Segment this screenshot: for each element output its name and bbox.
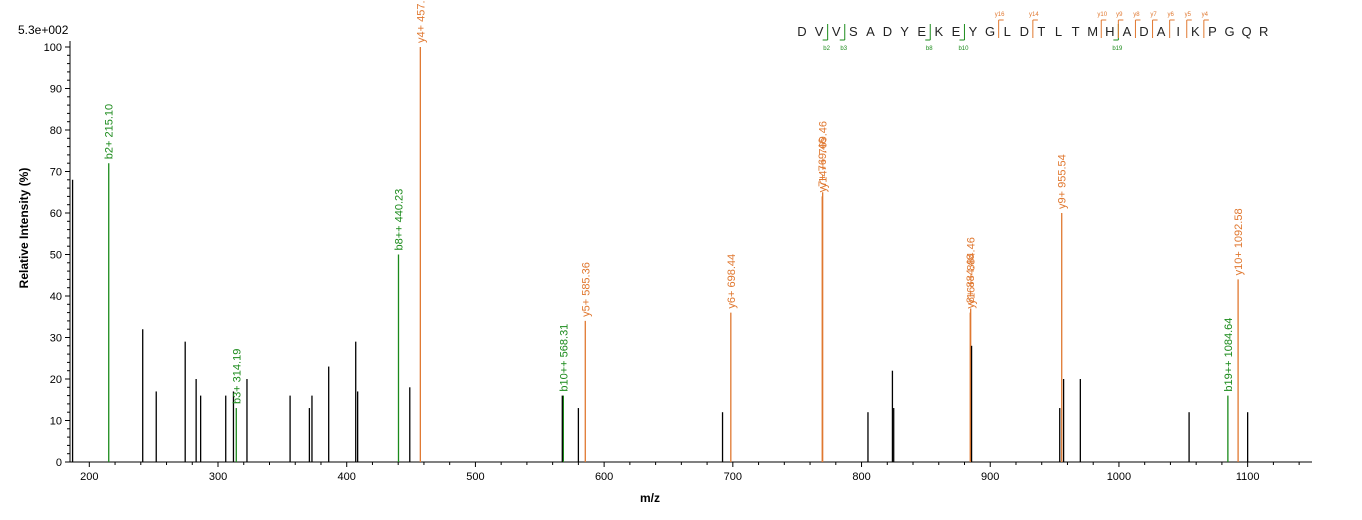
peak-label: y8+ 884.46 bbox=[965, 254, 977, 309]
x-tick-label: 800 bbox=[852, 471, 870, 483]
sequence-residue: I bbox=[1176, 24, 1180, 39]
x-axis-title: m/z bbox=[640, 491, 660, 505]
y-tick-label: 70 bbox=[50, 167, 62, 179]
sequence-residue: L bbox=[1004, 24, 1011, 39]
y-fragment-label: y5 bbox=[1185, 12, 1192, 18]
sequence-residue: S bbox=[849, 24, 858, 39]
peaks: b2+ 215.10 b3+ 314.19 b8++ 440.23 y4+ 457.2… bbox=[71, 0, 1249, 462]
sequence-residue: Y bbox=[900, 24, 909, 39]
x-tick-label: 500 bbox=[466, 471, 484, 483]
peak-label: y14++ 769.46 bbox=[818, 121, 830, 188]
sequence-residue: Y bbox=[969, 24, 978, 39]
sequence-residue: T bbox=[1037, 24, 1045, 39]
y-tick-label: 20 bbox=[50, 374, 62, 386]
peak-label: y7+ 769.46 bbox=[817, 138, 829, 193]
peak-label: b2+ 215.10 bbox=[104, 104, 116, 159]
sequence-residue: M bbox=[1087, 24, 1098, 39]
x-tick-label: 700 bbox=[724, 471, 742, 483]
sequence-residue: D bbox=[797, 24, 806, 39]
b-fragment-label: b2 bbox=[823, 46, 830, 52]
x-tick-label: 1000 bbox=[1107, 471, 1131, 483]
sequence-residue: H bbox=[1105, 24, 1114, 39]
x-tick-label: 1100 bbox=[1236, 471, 1260, 483]
peak-label: b8++ 440.23 bbox=[393, 189, 405, 251]
x-tick-label: 600 bbox=[595, 471, 613, 483]
x-tick-label: 400 bbox=[338, 471, 356, 483]
b-fragment-label: b3 bbox=[840, 46, 847, 52]
sequence-residue: D bbox=[1020, 24, 1029, 39]
sequence-residue: L bbox=[1055, 24, 1062, 39]
y-fragment-label: y8 bbox=[1133, 12, 1140, 18]
peak-label: y16++ 884.46 bbox=[966, 237, 978, 304]
x-tick-label: 300 bbox=[209, 471, 227, 483]
y-tick-label: 40 bbox=[50, 291, 62, 303]
intensity-scale-label: 5.3e+002 bbox=[18, 23, 69, 37]
peak-label: b10++ 568.31 bbox=[558, 324, 570, 392]
y-fragment-label: y4 bbox=[1202, 12, 1209, 18]
y-axis-title: Relative Intensity (%) bbox=[17, 168, 31, 289]
x-tick-label: 200 bbox=[80, 471, 98, 483]
sequence-residue: T bbox=[1072, 24, 1080, 39]
y-fragment-label: y10 bbox=[1097, 12, 1107, 18]
sequence-residue: V bbox=[815, 24, 824, 39]
y-fragment-label: y14 bbox=[1029, 12, 1039, 18]
sequence-residue: G bbox=[1224, 24, 1234, 39]
sequence-residue: A bbox=[1157, 24, 1166, 39]
y-fragment-label: y6 bbox=[1167, 12, 1174, 18]
b-fragment-label: b10 bbox=[958, 46, 969, 52]
sequence-residue: Q bbox=[1242, 24, 1252, 39]
peak-label: b3+ 314.19 bbox=[231, 349, 243, 404]
y-fragment-label: y9 bbox=[1116, 12, 1123, 18]
sequence-residue: A bbox=[1123, 24, 1132, 39]
y-tick-label: 90 bbox=[50, 84, 62, 96]
y-tick-label: 50 bbox=[50, 250, 62, 262]
peak-label: y5+ 585.36 bbox=[580, 262, 592, 317]
sequence-residue: D bbox=[883, 24, 892, 39]
y-tick-label: 30 bbox=[50, 333, 62, 345]
peak-label: y9+ 955.54 bbox=[1057, 154, 1069, 209]
sequence-residue: K bbox=[934, 24, 943, 39]
peak-label: b19++ 1084.64 bbox=[1223, 318, 1235, 392]
peptide-sequence: D V V S A D Y E K E Y G L D T L T M H A D A I K P G Q Rb2 b3 b8 b10 b19… bbox=[797, 12, 1268, 52]
sequence-residue: D bbox=[1139, 24, 1148, 39]
sequence-residue: K bbox=[1191, 24, 1200, 39]
y-fragment-label: y16 bbox=[995, 12, 1005, 18]
y-tick-label: 10 bbox=[50, 416, 62, 428]
y-tick-label: 60 bbox=[50, 208, 62, 220]
sequence-residue: P bbox=[1208, 24, 1217, 39]
y-tick-label: 80 bbox=[50, 125, 62, 137]
y-tick-label: 100 bbox=[44, 42, 62, 54]
sequence-residue: G bbox=[985, 24, 995, 39]
peak-label: y10+ 1092.58 bbox=[1233, 208, 1245, 275]
b-fragment-label: b8 bbox=[926, 46, 933, 52]
peak-label: y6+ 698.44 bbox=[726, 254, 738, 309]
sequence-residue: E bbox=[952, 24, 961, 39]
sequence-residue: R bbox=[1259, 24, 1268, 39]
y-tick-label: 0 bbox=[56, 457, 62, 469]
y-fragment-label: y7 bbox=[1150, 12, 1157, 18]
peak-label: y4+ 457.2 bbox=[415, 0, 427, 43]
x-axis: 200 300 400 500 600 700 800 900 1000 1100 bbox=[70, 461, 1312, 483]
sequence-residue: E bbox=[917, 24, 926, 39]
x-tick-label: 900 bbox=[981, 471, 999, 483]
sequence-residue: A bbox=[866, 24, 875, 39]
b-fragment-label: b19 bbox=[1112, 46, 1123, 52]
y-axis: 0 10 20 30 40 50 60 70 80 90 100 bbox=[44, 41, 71, 469]
sequence-residue: V bbox=[832, 24, 841, 39]
